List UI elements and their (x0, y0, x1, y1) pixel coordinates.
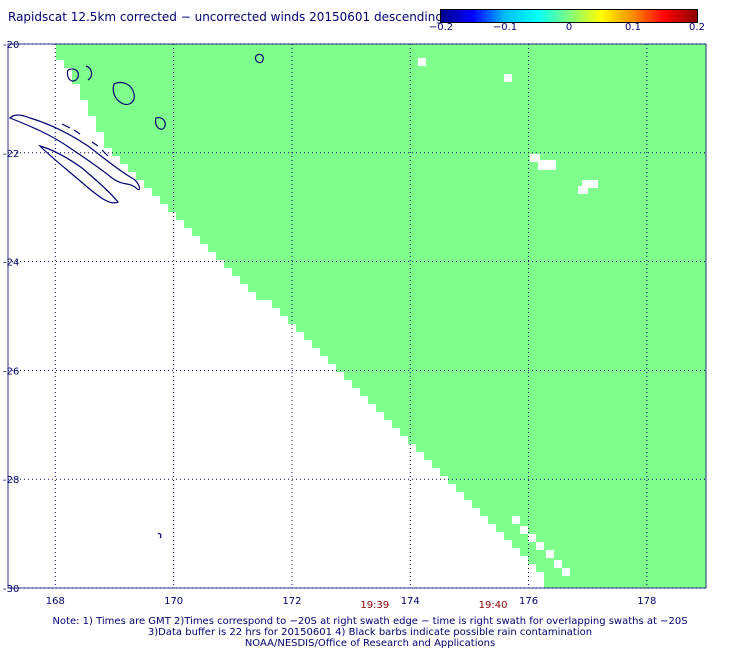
colorbar-tick-label: 0.2 (689, 22, 705, 33)
swath-time-labels: 19:39 19:40 (360, 600, 507, 611)
coastline (8, 53, 264, 539)
colorbar (440, 9, 698, 23)
longitude-tick-label: 170 (164, 596, 183, 607)
map-frame (7, 43, 707, 589)
longitude-tick-label: 168 (46, 596, 65, 607)
footnote-line-1: Note: 1) Times are GMT 2)Times correspon… (52, 616, 688, 627)
latitude-labels: -20 -22 -24 -26 -28 -30 (3, 40, 19, 595)
latitude-tick-label: -20 (3, 40, 19, 51)
longitude-tick-label: 174 (401, 596, 420, 607)
latitude-tick-label: -30 (3, 584, 19, 595)
latitude-tick-label: -24 (3, 258, 19, 269)
latitude-tick-label: -22 (3, 149, 19, 160)
swath-time-label: 19:39 (360, 600, 389, 611)
longitude-tick-label: 178 (637, 596, 656, 607)
colorbar-tick-label: −0.1 (492, 22, 518, 33)
colorbar-tick-label: 0 (565, 22, 573, 33)
wind-swath (56, 44, 706, 588)
footnote-line-2: 3)Data buffer is 22 hrs for 20150601 4) … (147, 627, 593, 638)
footnote-line-3: NOAA/NESDIS/Office of Research and Appli… (244, 638, 496, 649)
longitude-tick-label: 176 (519, 596, 538, 607)
footnotes: Note: 1) Times are GMT 2)Times correspon… (0, 616, 740, 649)
longitude-labels: 168 170 172 174 176 178 (46, 596, 657, 607)
swath-time-label: 19:40 (479, 600, 508, 611)
longitude-tick-label: 172 (282, 596, 301, 607)
swath-area (56, 44, 706, 588)
latitude-tick-label: -28 (3, 475, 19, 486)
latitude-tick-label: -26 (3, 366, 19, 377)
swath-gaps (418, 58, 598, 576)
map-title: Rapidscat 12.5km corrected − uncorrected… (8, 10, 443, 24)
colorbar-tick-label: 0.1 (625, 22, 641, 33)
colorbar-tick-label: −0.2 (428, 22, 454, 33)
